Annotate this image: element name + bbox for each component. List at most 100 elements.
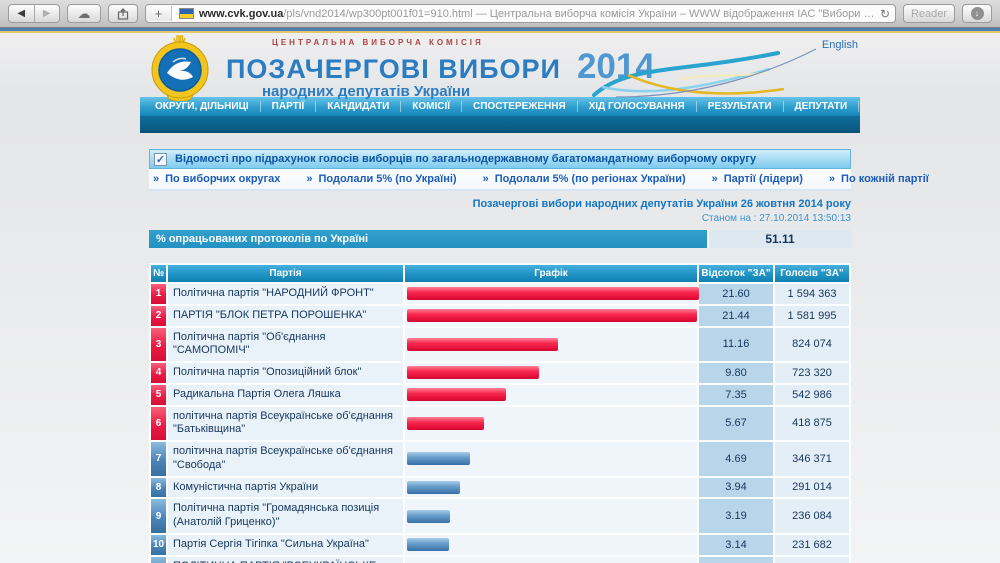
result-bar [407,309,697,323]
icloud-tabs-button[interactable]: ☁ [67,4,101,23]
nav-item[interactable]: РЕЗУЛЬТАТИ [697,101,784,112]
view-link[interactable]: По виборчих округах [165,173,281,185]
result-bar [407,416,484,430]
votes-value: 723 320 [775,363,849,383]
nav-item[interactable]: ДЕПУТАТИ [784,101,860,112]
view-link[interactable]: Партії (лідери) [723,173,803,185]
english-link[interactable]: English [821,39,858,51]
party-name: Політична партія "НАРОДНИЙ ФРОНТ" [168,284,403,304]
new-tab-button[interactable]: + [146,6,172,21]
table-row: 11 ПОЛІТИЧНА ПАРТІЯ "ВСЕУКРАЇНСЬКЕ АГРАР… [151,556,849,563]
votes-value: 346 371 [775,442,849,476]
link-marker-icon: » [153,173,160,185]
view-link[interactable]: Подолали 5% (по регіонах України) [494,173,686,185]
decorative-waves [588,47,823,99]
top-blue-stripe [0,28,1000,31]
page-title: ПОЗАЧЕРГОВІ ВИБОРИ [226,54,561,84]
nav-item[interactable]: КОМІСІЇ [401,101,463,112]
as-of-timestamp: Станом на : 27.10.2014 13:50:13 [701,213,851,224]
link-marker-icon: » [482,173,489,185]
col-percent: Відсоток "ЗА" [699,265,773,282]
link-marker-icon: » [306,173,313,185]
table-row: 2 ПАРТІЯ "БЛОК ПЕТРА ПОРОШЕНКА" 21.44 1 … [151,305,849,326]
percent-value: 7.35 [699,384,773,405]
percent-value: 3.94 [699,477,773,498]
result-bar [407,366,540,380]
result-bar [407,388,507,402]
downloads-button[interactable]: ↓ [962,4,992,23]
election-title: Позачергові вибори народних депутатів Ук… [472,198,851,210]
nav-item[interactable]: СПОСТЕРЕЖЕННЯ [462,101,578,112]
col-votes: Голосів "ЗА" [775,265,849,282]
party-name: Політична партія "Громадянська позиція (… [168,499,403,533]
url-text[interactable]: www.cvk.gov.ua/pls/vnd2014/wp300pt001f01… [199,8,875,20]
nav-item[interactable]: ПАРТІЇ [261,101,317,112]
main-navigation: ОКРУГИ, ДІЛЬНИЦІ ПАРТІЇ КАНДИДАТИ КОМІСІ… [140,97,860,133]
party-name: Радикальна Партія Олега Ляшка [168,384,403,405]
row-rank: 10 [151,534,166,555]
table-header-row: № Партія Графік Відсоток "ЗА" Голосів "З… [151,265,849,282]
reader-button[interactable]: Reader [903,4,955,23]
view-link[interactable]: По кожній партії [841,173,929,185]
forward-button[interactable]: ▶ [42,8,51,19]
link-marker-icon: » [711,173,718,185]
table-row: 7 політична партія Всеукраїнське об'єдна… [151,442,849,476]
percent-value: 11.16 [699,327,773,361]
votes-value: 1 581 995 [775,305,849,326]
view-link[interactable]: Подолали 5% (по Україні) [318,173,457,185]
progress-label: % опрацьованих протоколів по Україні [149,230,707,248]
history-buttons[interactable]: ◀ ▶ [8,4,60,23]
bar-cell [405,534,697,555]
party-name: ПАРТІЯ "БЛОК ПЕТРА ПОРОШЕНКА" [168,305,403,326]
info-bar-text: Відомості про підрахунок голосів виборці… [175,153,757,165]
share-icon [117,7,129,20]
votes-value: 542 986 [775,384,849,405]
back-button[interactable]: ◀ [9,5,35,22]
browser-toolbar: ◀ ▶ ☁ + www.cvk.gov.ua/pls/vnd2014/wp300… [0,0,1000,28]
reload-icon[interactable]: ↻ [879,6,891,21]
col-party: Партія [168,265,403,282]
share-button[interactable] [108,4,138,23]
url-host: www.cvk.gov.ua [199,7,284,20]
checkbox-icon[interactable]: ✓ [154,152,167,166]
table-row: 3 Політична партія "Об'єднання "САМОПОМІ… [151,327,849,361]
party-name: Комуністична партія України [168,477,403,498]
votes-value: 418 875 [775,406,849,440]
table-row: 1 Політична партія "НАРОДНИЙ ФРОНТ" 21.6… [151,284,849,304]
address-bar[interactable]: + www.cvk.gov.ua/pls/vnd2014/wp300pt001f… [145,4,896,23]
bar-cell [405,477,697,498]
nav-item[interactable]: ХІД ГОЛОСУВАННЯ [578,101,697,112]
cloud-icon: ☁ [77,5,91,21]
nav-lower-band [140,116,860,133]
cvk-logo [143,35,217,101]
percent-value: 9.80 [699,363,773,383]
page-subtitle: народних депутатів України [262,83,471,100]
percent-value: 21.60 [699,284,773,304]
table-row: 8 Комуністична партія України 3.94 291 0… [151,477,849,498]
table-row: 4 Політична партія "Опозиційний блок" 9.… [151,363,849,383]
bar-cell [405,442,697,476]
percent-value: 4.69 [699,442,773,476]
bar-cell [405,327,697,361]
party-name: політична партія Всеукраїнське об'єднанн… [168,406,403,440]
site-header: ЦЕНТРАЛЬНА ВИБОРЧА КОМІСІЯ ПОЗАЧЕРГОВІ В… [0,33,1000,101]
row-rank: 9 [151,499,166,533]
votes-value: 236 084 [775,499,849,533]
row-rank: 2 [151,305,166,326]
percent-value: 3.14 [699,534,773,555]
party-name: Партія Сергія Тігіпка "Сильна Україна" [168,534,403,555]
result-bar [407,287,699,301]
percent-value: 5.67 [699,406,773,440]
party-name: ПОЛІТИЧНА ПАРТІЯ "ВСЕУКРАЇНСЬКЕ АГРАРНЕ … [168,556,403,563]
download-icon: ↓ [970,7,984,20]
bar-cell [405,284,699,304]
row-rank: 11 [151,556,166,563]
nav-item[interactable]: КАНДИДАТИ [316,101,402,112]
nav-menu: ОКРУГИ, ДІЛЬНИЦІ ПАРТІЇ КАНДИДАТИ КОМІСІ… [140,97,860,116]
bar-cell [405,406,697,440]
bar-cell [405,384,697,405]
row-rank: 7 [151,442,166,476]
nav-item[interactable]: ОКРУГИ, ДІЛЬНИЦІ [144,101,261,112]
table-row: 10 Партія Сергія Тігіпка "Сильна Україна… [151,534,849,555]
table-row: 9 Політична партія "Громадянська позиція… [151,499,849,533]
